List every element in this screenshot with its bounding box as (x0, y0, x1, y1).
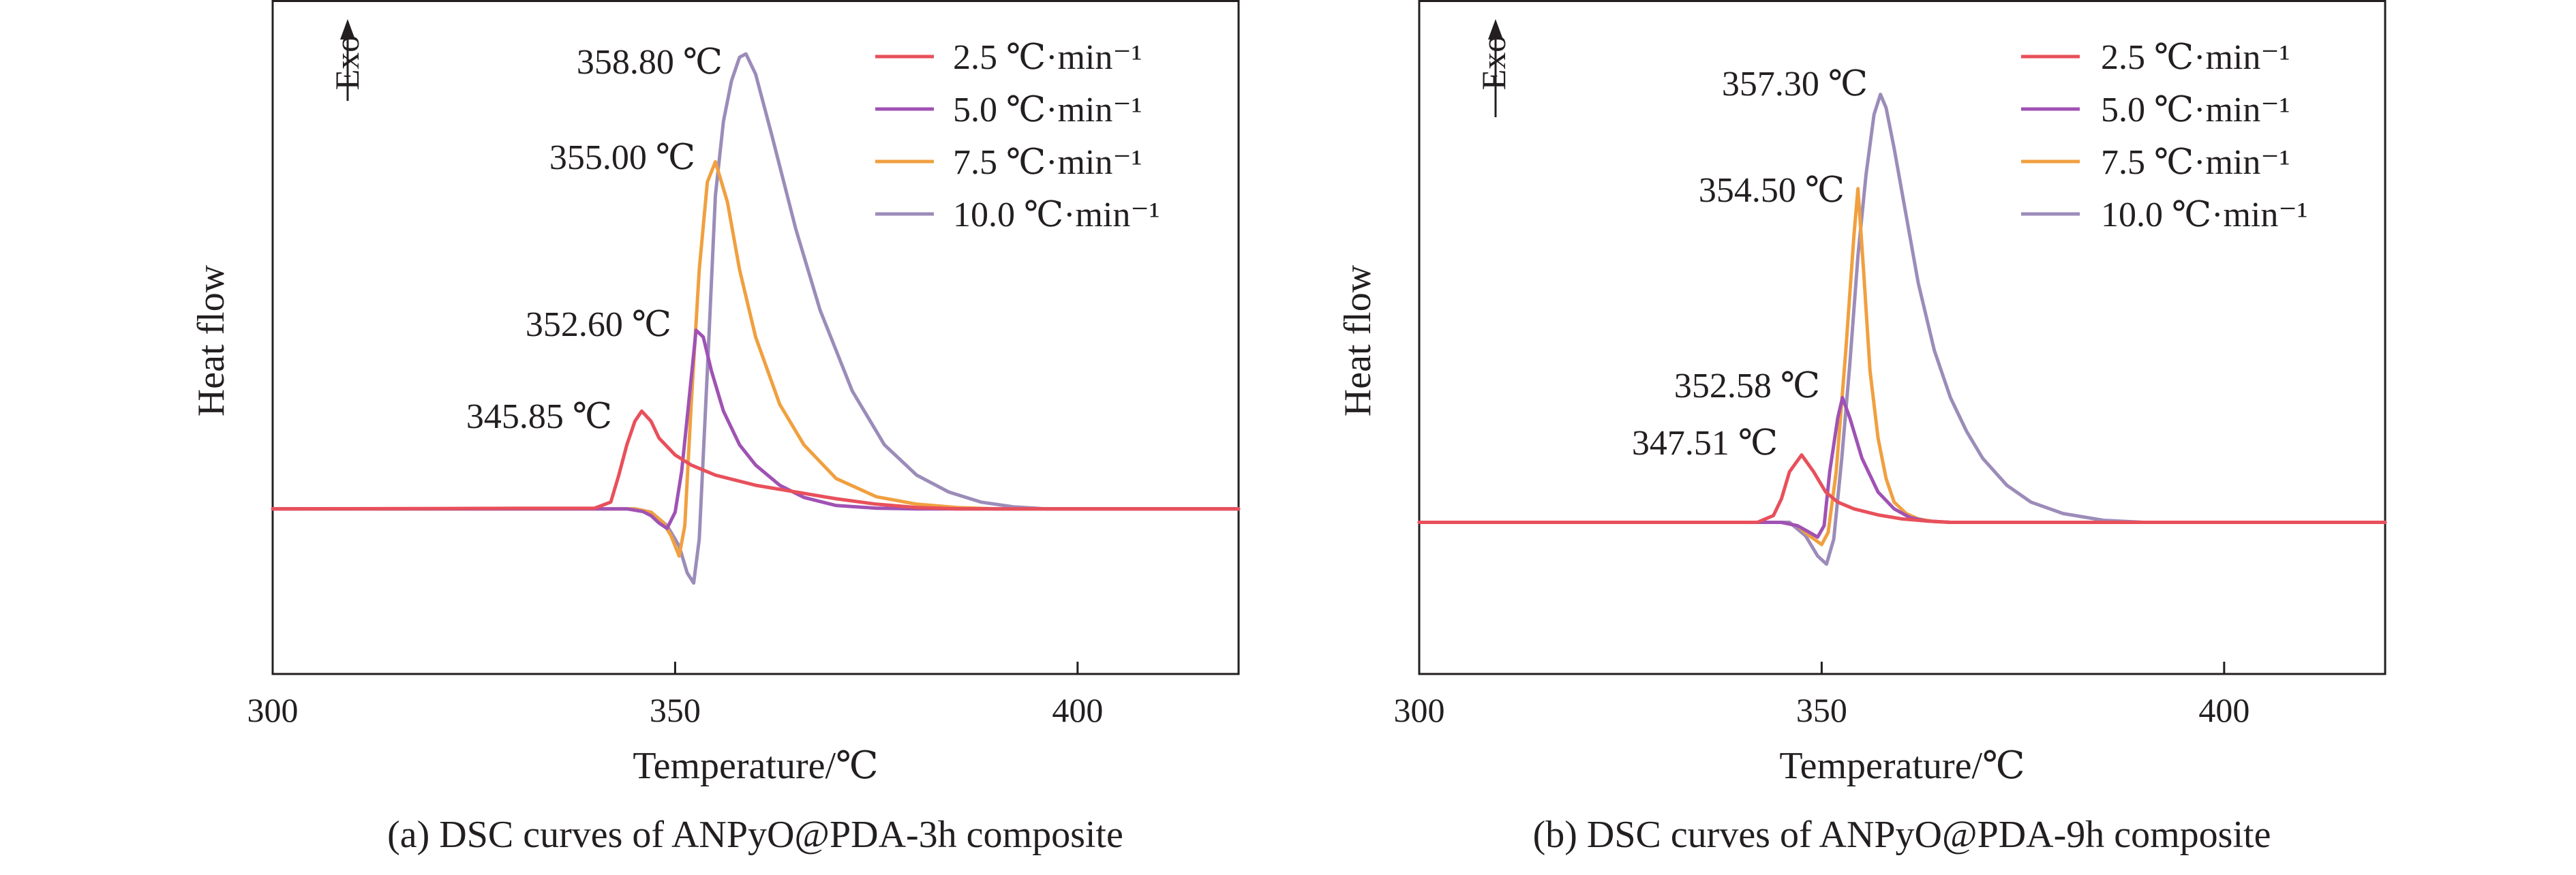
panel-caption: (a) DSC curves of ANPyO@PDA-3h composite (387, 814, 1123, 856)
y-axis-label: Heat flow (190, 264, 232, 416)
exo-arrow-icon (340, 19, 355, 40)
exo-arrow-icon (1488, 19, 1503, 40)
peak-annotation: 355.00 ℃ (549, 138, 695, 177)
panel-a: 300 350 400 2.5 ℃·min⁻¹ 5.0 ℃·min⁻¹ 7.5 ℃·min… (190, 0, 1241, 856)
x-tick-label: 350 (650, 691, 701, 729)
peak-annotation: 347.51 ℃ (1632, 424, 1778, 463)
legend-label: 5.0 ℃·min⁻¹ (2101, 91, 2290, 129)
panel-caption: (b) DSC curves of ANPyO@PDA-9h composite (1533, 814, 2271, 856)
peak-annotation: 352.60 ℃ (526, 305, 671, 344)
plot-frame (1418, 0, 2386, 675)
peak-annotation: 352.58 ℃ (1674, 367, 1820, 405)
legend-label: 5.0 ℃·min⁻¹ (953, 91, 1142, 129)
x-tick-label: 300 (247, 691, 299, 729)
x-tick-label: 400 (1052, 691, 1103, 729)
series-line-7_5 (271, 159, 1241, 558)
legend-label: 2.5 ℃·min⁻¹ (953, 38, 1142, 77)
x-tick-label: 400 (2198, 691, 2249, 729)
x-axis-label: Temperature/℃ (633, 745, 878, 787)
series-line-7_5 (1417, 187, 2387, 547)
x-tick-label: 350 (1796, 691, 1847, 729)
series-line-10_0 (271, 52, 1241, 585)
legend-label: 10.0 ℃·min⁻¹ (2101, 196, 2307, 234)
legend-label: 2.5 ℃·min⁻¹ (2101, 38, 2290, 77)
legend-label: 10.0 ℃·min⁻¹ (953, 196, 1160, 234)
peak-annotation: 345.85 ℃ (466, 397, 612, 436)
y-axis-label: Heat flow (1337, 264, 1379, 416)
series-line-5_0 (1417, 396, 2387, 539)
legend-label: 7.5 ℃·min⁻¹ (2101, 143, 2290, 182)
series-line-2_5 (271, 409, 1241, 511)
series-line-2_5 (1417, 453, 2387, 524)
x-tick-label: 300 (1394, 691, 1445, 729)
exo-label: Exo (1474, 35, 1513, 91)
peak-annotation: 357.30 ℃ (1722, 65, 1868, 104)
series-line-5_0 (271, 328, 1241, 530)
peak-annotation: 354.50 ℃ (1699, 171, 1845, 210)
x-axis-label: Temperature/℃ (1779, 745, 2025, 787)
series-line-10_0 (1417, 93, 2387, 566)
panel-b: 300 350 400 2.5 ℃·min⁻¹ 5.0 ℃·min⁻¹ 7.5 ℃·min… (1337, 0, 2387, 856)
plot-frame (271, 0, 1240, 675)
peak-annotation: 358.80 ℃ (577, 43, 723, 82)
legend-label: 7.5 ℃·min⁻¹ (953, 143, 1142, 182)
